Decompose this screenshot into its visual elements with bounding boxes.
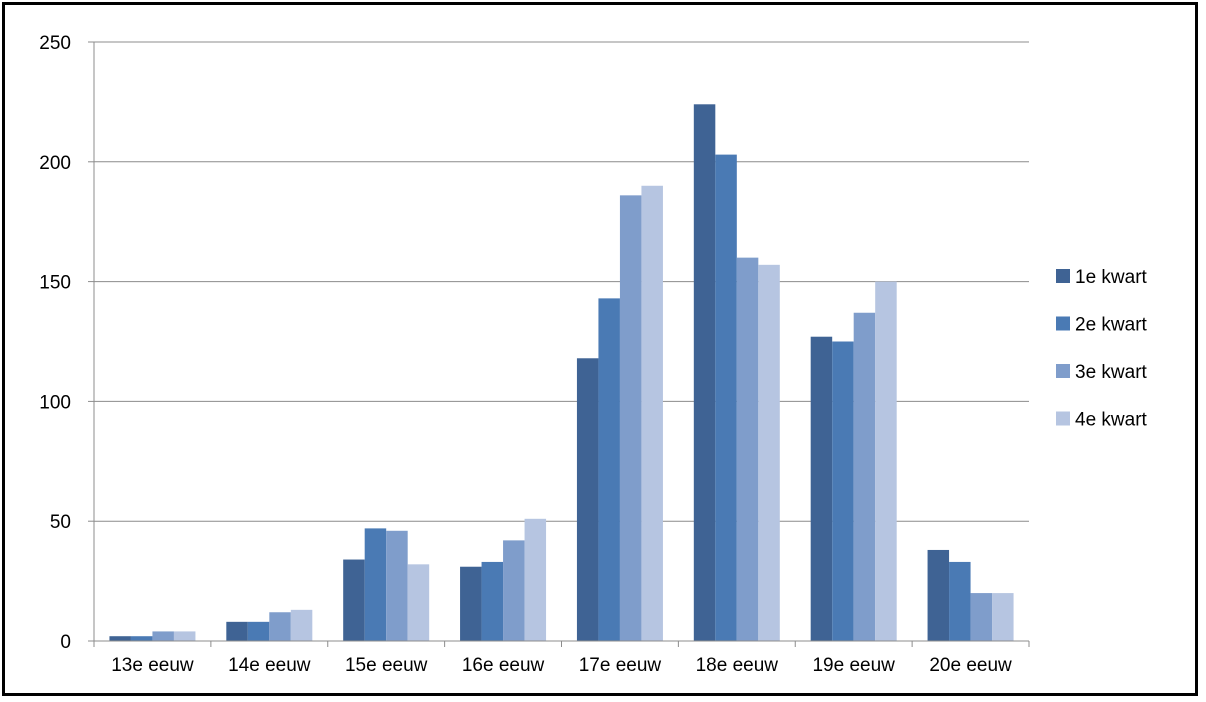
y-axis-tick-labels: 0 50 100 150 200 250 [39, 33, 71, 653]
bar [343, 559, 365, 641]
bar [269, 612, 291, 641]
x-tick-label: 17e eeuw [579, 655, 662, 676]
y-tick-label: 250 [39, 33, 71, 54]
bar [970, 593, 993, 641]
x-tick-label: 20e eeuw [929, 655, 1012, 676]
bar [481, 561, 504, 641]
bar [693, 104, 716, 641]
bar [460, 566, 482, 641]
bar [619, 195, 642, 641]
x-tick-label: 16e eeuw [462, 655, 545, 676]
bar [715, 154, 737, 641]
bar [810, 336, 833, 641]
bar [832, 341, 854, 641]
bar [736, 257, 759, 641]
legend-label: 4e kwart [1075, 410, 1148, 431]
y-tick-label: 100 [39, 392, 71, 413]
y-tick-label: 200 [39, 153, 71, 174]
bar [386, 530, 408, 641]
bar [598, 298, 620, 641]
x-tick-label: 19e eeuw [812, 655, 895, 676]
bar [247, 621, 270, 641]
bar [949, 561, 971, 641]
bar [152, 631, 174, 641]
legend-swatch [1056, 364, 1070, 378]
bar [503, 540, 525, 641]
bar [130, 636, 153, 641]
bar [875, 281, 897, 641]
x-tick-label: 15e eeuw [345, 655, 428, 676]
bar [407, 564, 430, 641]
bar [524, 518, 547, 641]
bar [290, 609, 313, 641]
legend-swatch [1056, 269, 1070, 283]
bar [853, 312, 876, 641]
bar [576, 358, 599, 641]
x-tick-label: 13e eeuw [111, 655, 194, 676]
bar [641, 185, 663, 641]
x-tick-label: 18e eeuw [696, 655, 779, 676]
bar [226, 621, 248, 641]
y-tick-label: 150 [39, 273, 71, 294]
bar-chart: 0 50 100 150 200 250 13e eeuw 14e eeuw 15e eeuw… [39, 33, 1148, 676]
legend-swatch [1056, 411, 1070, 426]
legend: 1e kwart 2e kwart 3e kwart 4e kwart [1056, 267, 1148, 431]
bar [173, 631, 196, 641]
bars [109, 104, 1014, 641]
bar [927, 549, 950, 641]
legend-label: 1e kwart [1075, 267, 1148, 288]
bar [758, 264, 780, 641]
bar [109, 636, 131, 641]
y-tick-label: 50 [50, 512, 71, 533]
y-tick-label: 0 [60, 632, 71, 653]
legend-label: 2e kwart [1075, 315, 1148, 336]
bar [364, 528, 387, 641]
x-axis: 13e eeuw 14e eeuw 15e eeuw 16e eeuw 17e eeuw… [88, 41, 1030, 676]
x-tick-label: 14e eeuw [228, 655, 311, 676]
bar [992, 593, 1014, 641]
legend-swatch [1056, 316, 1070, 331]
legend-label: 3e kwart [1075, 362, 1148, 383]
